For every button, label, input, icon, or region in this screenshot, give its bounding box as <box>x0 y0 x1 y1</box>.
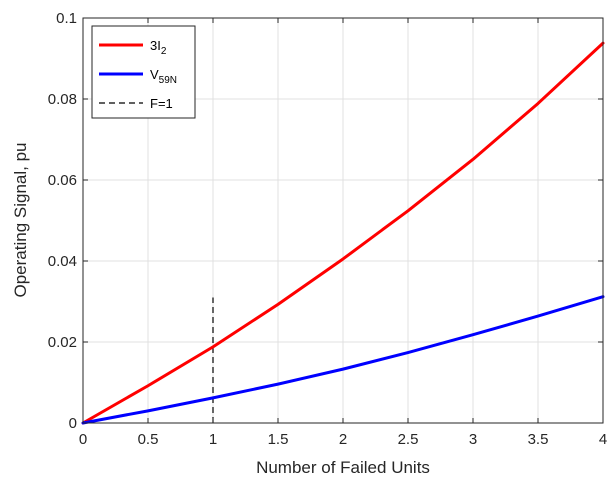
x-tick-label: 0 <box>79 431 87 448</box>
x-axis-label: Number of Failed Units <box>256 458 430 477</box>
legend-label-f1: F=1 <box>150 96 173 111</box>
y-axis-label: Operating Signal, pu <box>11 143 30 298</box>
legend: 3I2 V59N F=1 <box>91 25 196 119</box>
y-tick-label: 0.04 <box>48 253 77 270</box>
legend-label-3i2: 3I2 <box>150 38 167 57</box>
y-tick-label: 0.06 <box>48 172 77 189</box>
grid <box>82 17 604 424</box>
y-tick-label: 0.08 <box>48 91 77 108</box>
x-tick-label: 1 <box>209 431 217 448</box>
series-line-v59n <box>81 295 605 425</box>
tick-labels: 0 0.5 1 1.5 2 2.5 3 3.5 4 0 0.02 0.04 0.06 0.08 0.1 <box>48 10 607 448</box>
y-tick-label: 0.02 <box>48 334 77 351</box>
x-tick-label: 2.5 <box>398 431 419 448</box>
legend-label-v59n: V59N <box>150 67 177 86</box>
x-tick-label: 3 <box>469 431 477 448</box>
y-tick-label: 0 <box>69 415 77 432</box>
y-tick-label: 0.1 <box>56 10 77 27</box>
series-line-3i2 <box>81 41 605 425</box>
x-tick-label: 2 <box>339 431 347 448</box>
legend-box <box>91 25 196 119</box>
x-tick-label: 0.5 <box>138 431 159 448</box>
x-tick-label: 1.5 <box>268 431 289 448</box>
x-tick-label: 4 <box>599 431 607 448</box>
x-tick-label: 3.5 <box>528 431 549 448</box>
series-layer <box>81 41 605 425</box>
ticks <box>82 17 604 424</box>
